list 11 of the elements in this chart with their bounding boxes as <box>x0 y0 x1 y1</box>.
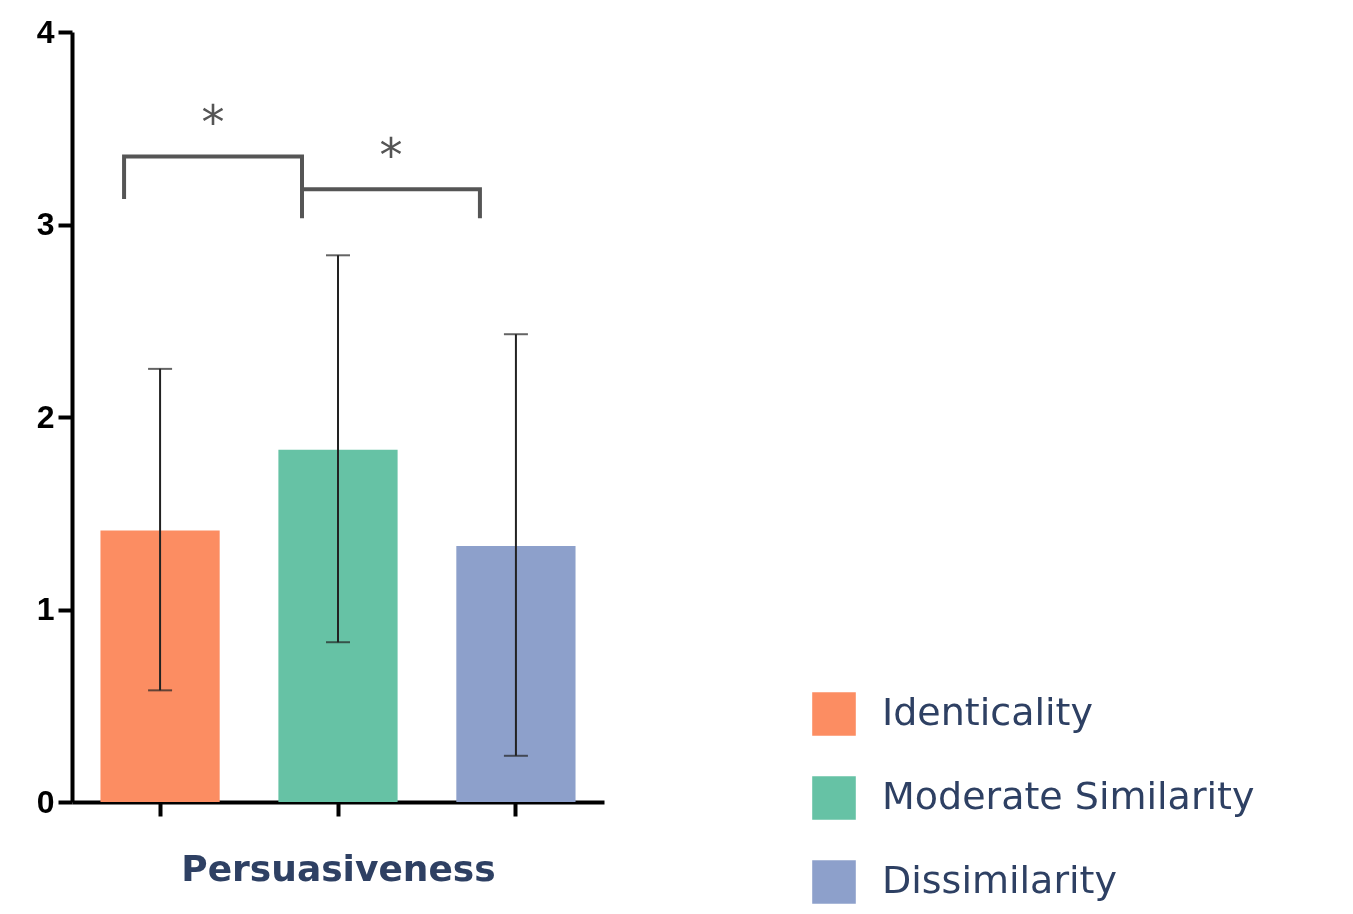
y-tick-label: 3 <box>36 206 55 242</box>
legend-label: Moderate Similarity <box>882 774 1255 818</box>
y-tick-label: 0 <box>36 783 55 820</box>
legend-label: Identicality <box>882 690 1093 734</box>
x-axis-title: Persuasiveness <box>181 847 496 889</box>
annotation: * <box>201 94 225 149</box>
annotation: * <box>379 127 403 182</box>
legend-label: Dissimilarity <box>882 858 1117 902</box>
y-tick-label: 2 <box>36 398 55 435</box>
y-tick-label: 4 <box>36 13 55 50</box>
y-tick-label: 1 <box>36 591 55 627</box>
